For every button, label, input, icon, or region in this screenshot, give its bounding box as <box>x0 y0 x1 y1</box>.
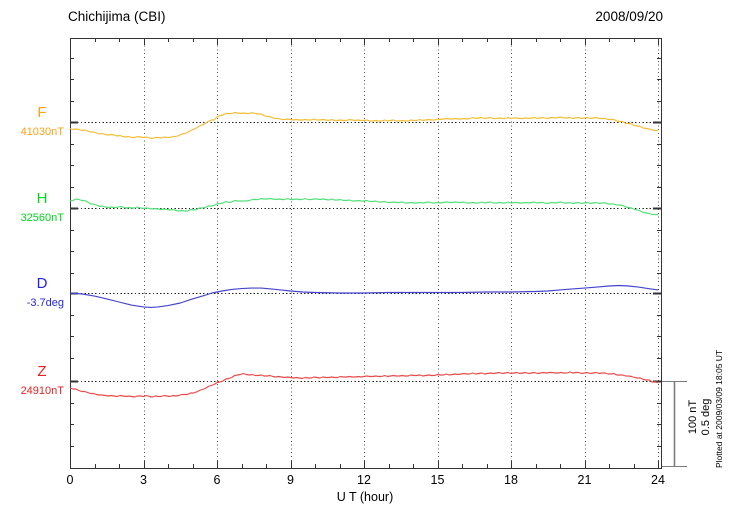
scale-bar-label: 100 nT 0.5 deg <box>687 386 715 448</box>
x-tick-label: 3 <box>140 473 147 487</box>
x-tick-label: 9 <box>287 473 294 487</box>
x-tick-label: 21 <box>577 473 592 487</box>
x-tick-label: 6 <box>213 473 221 487</box>
date-label: 2008/09/20 <box>595 9 663 24</box>
channel-label-D: D -3.7deg <box>0 275 64 310</box>
plot-frame <box>70 38 662 469</box>
channel-label-H: H 32560nT <box>0 190 64 225</box>
trace-H <box>69 197 658 216</box>
channel-letter-D: D <box>36 275 48 292</box>
channel-label-F: F 41030nT <box>0 104 64 139</box>
channel-baseline-value-H: 32560nT <box>20 212 64 224</box>
trace-Z <box>69 371 659 398</box>
value-ticks <box>70 58 661 447</box>
channel-baseline-value-Z: 24910nT <box>20 385 64 397</box>
x-tick-label: 24 <box>651 473 665 487</box>
channel-label-Z: Z 24910nT <box>0 363 64 398</box>
scale-bar-deg-label: 0.5 deg <box>700 398 712 436</box>
scale-bar <box>662 381 687 467</box>
channel-baseline-value-D: -3.7deg <box>26 297 64 309</box>
x-tick-label: 12 <box>357 473 371 487</box>
x-axis-title: U T (hour) <box>336 490 394 504</box>
scale-bar-nt-label: 100 nT <box>687 399 699 435</box>
plotted-at-label: Plotted at 2009/03/09 18:05 UT <box>714 349 724 468</box>
channel-letter-F: F <box>37 104 47 121</box>
x-tick-label: 18 <box>504 473 518 487</box>
channel-baseline-value-F: 41030nT <box>20 126 64 138</box>
hour-ticks <box>70 38 659 468</box>
trace-D <box>69 284 659 308</box>
station-title: Chichijima (CBI) <box>68 9 166 24</box>
channel-letter-Z: Z <box>37 363 47 380</box>
channel-letter-H: H <box>36 190 48 207</box>
trace-F <box>69 111 658 140</box>
x-tick-label: 0 <box>66 473 74 487</box>
x-tick-label: 15 <box>430 473 445 487</box>
gridlines <box>144 38 659 468</box>
channel-baselines <box>70 122 661 382</box>
